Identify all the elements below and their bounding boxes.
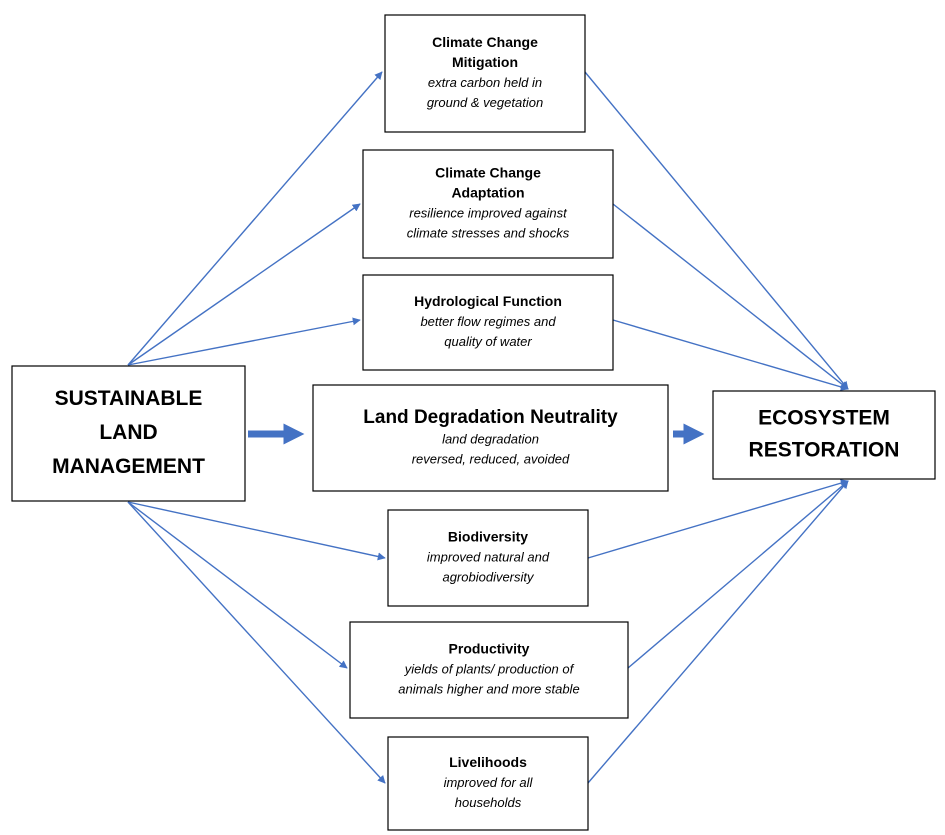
node: SUSTAINABLE LAND MANAGEMENT — [11, 365, 246, 502]
node-box — [362, 274, 614, 371]
arrow — [612, 319, 849, 391]
node: Hydrological Function better flow regimes… — [362, 274, 614, 371]
arrow — [127, 501, 386, 561]
node-text: yields of plants/ production of — [404, 661, 575, 676]
node-title: Adaptation — [451, 185, 524, 201]
node-text: improved for all — [444, 775, 534, 790]
node-text: ground & vegetation — [427, 95, 543, 110]
arrow — [627, 480, 849, 669]
node-box — [384, 14, 586, 133]
node-title: SUSTAINABLE — [55, 387, 203, 410]
node-title: RESTORATION — [749, 439, 900, 462]
node-text: households — [455, 795, 522, 810]
node: Climate Change Mitigation extra carbon hel… — [384, 14, 586, 133]
node-box — [11, 365, 246, 502]
node: Biodiversity improved natural and agrobiod… — [387, 509, 589, 607]
node: Climate Change Adaptation resilience impro… — [362, 149, 614, 259]
arrow — [127, 501, 348, 669]
node-text: land degradation — [442, 431, 539, 446]
node-title: Land Degradation Neutrality — [363, 407, 618, 428]
node-text: reversed, reduced, avoided — [412, 451, 570, 466]
arrow — [587, 480, 849, 784]
node-text: climate stresses and shocks — [407, 225, 570, 240]
node-title: Biodiversity — [448, 529, 528, 545]
arrow — [587, 479, 849, 559]
node: ECOSYSTEM RESTORATION — [712, 390, 936, 480]
node-text: extra carbon held in — [428, 75, 542, 90]
node-text: agrobiodiversity — [442, 569, 535, 584]
arrows — [127, 71, 849, 784]
arrow — [127, 71, 383, 366]
node-title: LAND — [99, 421, 157, 444]
node-text: better flow regimes and — [420, 314, 556, 329]
arrow — [612, 203, 849, 390]
node-title: ECOSYSTEM — [758, 407, 890, 430]
node-box — [712, 390, 936, 480]
node-title: Hydrological Function — [414, 293, 562, 309]
node-title: Productivity — [449, 641, 530, 657]
node-box — [387, 736, 589, 831]
node-title: Livelihoods — [449, 754, 527, 770]
arrow — [127, 203, 361, 366]
node-box — [362, 149, 614, 259]
node: Productivity yields of plants/ production… — [349, 621, 629, 719]
node-text: resilience improved against — [409, 205, 568, 220]
node-text: quality of water — [444, 334, 532, 349]
arrow — [127, 317, 361, 366]
node: Livelihoods improved for all households — [387, 736, 589, 831]
node-text: animals higher and more stable — [398, 681, 579, 696]
node: Land Degradation Neutrality land degradat… — [312, 384, 669, 492]
node-title: Mitigation — [452, 54, 518, 70]
node-title: Climate Change — [435, 165, 541, 181]
node-box — [387, 509, 589, 607]
arrow — [127, 501, 386, 784]
node-text: improved natural and — [427, 549, 550, 564]
node-box — [349, 621, 629, 719]
arrow — [584, 71, 849, 390]
node-box — [312, 384, 669, 492]
node-title: MANAGEMENT — [52, 455, 205, 478]
node-title: Climate Change — [432, 34, 538, 50]
